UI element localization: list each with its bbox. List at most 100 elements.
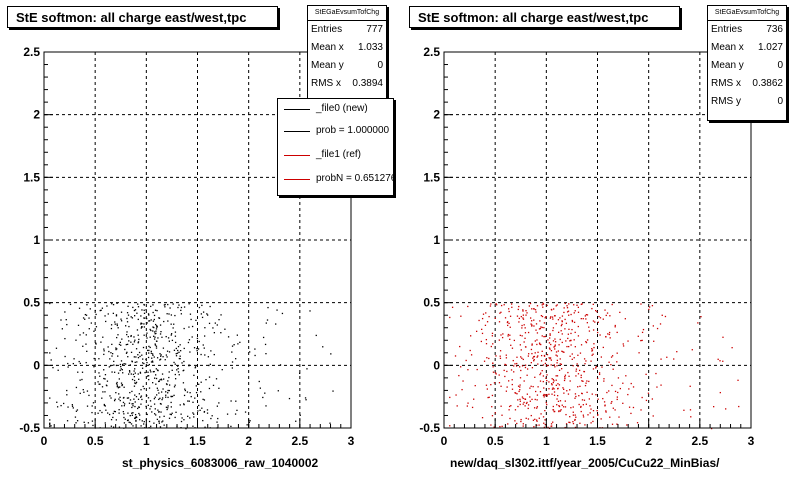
data-point (536, 424, 538, 426)
data-point (123, 422, 126, 424)
data-point (155, 347, 158, 349)
data-point (151, 360, 154, 362)
data-point (262, 336, 265, 339)
data-point (174, 384, 176, 386)
data-point (652, 415, 654, 417)
data-point (127, 373, 130, 375)
data-point (491, 406, 493, 408)
data-point (571, 358, 573, 360)
data-point (569, 355, 571, 357)
data-point (231, 345, 234, 347)
data-point (153, 422, 155, 424)
data-point (583, 358, 586, 360)
stats-row-mean-x: Mean x 1.033 (311, 42, 383, 53)
data-point (145, 358, 147, 361)
data-point (145, 365, 147, 368)
data-point (216, 405, 219, 407)
data-point (79, 392, 81, 395)
data-point (549, 334, 551, 336)
data-point (159, 359, 161, 361)
data-point (573, 321, 576, 324)
data-point (133, 385, 136, 387)
data-point (95, 343, 97, 345)
data-point (558, 405, 561, 408)
data-point (49, 424, 51, 426)
data-point (140, 403, 142, 405)
data-point (49, 397, 51, 399)
data-point (186, 391, 189, 393)
data-point (175, 353, 177, 355)
data-point (542, 380, 544, 383)
data-point (578, 403, 580, 406)
data-point (147, 356, 150, 359)
data-point (52, 366, 54, 369)
data-point (485, 384, 488, 386)
data-point (135, 420, 137, 422)
data-point (455, 394, 457, 396)
data-point (545, 377, 547, 379)
data-point (554, 348, 556, 350)
data-point (616, 361, 618, 363)
data-point (560, 368, 563, 370)
data-point (541, 350, 543, 352)
data-point (589, 412, 591, 414)
data-point (569, 421, 571, 424)
data-point (602, 397, 604, 400)
data-point (600, 356, 603, 358)
data-point (119, 363, 122, 366)
data-point (332, 390, 334, 392)
data-point (170, 406, 172, 408)
data-point (525, 346, 527, 348)
x-tick-label: 1.5 (189, 434, 206, 448)
data-point (481, 328, 483, 331)
data-point (529, 400, 531, 402)
data-point (153, 398, 156, 400)
data-point (588, 330, 591, 332)
data-point (609, 315, 611, 317)
data-point (495, 355, 497, 357)
data-point (137, 318, 139, 321)
data-point (597, 414, 599, 416)
data-point (594, 321, 596, 323)
data-point (118, 426, 121, 428)
data-point (544, 394, 547, 396)
data-point (580, 405, 582, 408)
data-point (518, 317, 520, 320)
data-point (572, 422, 575, 425)
data-point (114, 321, 116, 323)
data-point (498, 321, 501, 323)
data-point (519, 386, 521, 388)
data-point (574, 331, 576, 334)
data-point (538, 328, 541, 330)
data-point (571, 319, 573, 322)
data-point (218, 387, 220, 389)
data-point (154, 336, 156, 338)
y-tick-label: 0 (433, 358, 440, 372)
data-point (134, 394, 136, 396)
data-point (130, 423, 133, 425)
data-point (508, 380, 510, 382)
data-point (116, 336, 118, 339)
data-point (460, 366, 462, 368)
data-point (276, 309, 278, 311)
data-point (561, 333, 563, 335)
data-point (547, 364, 549, 367)
data-point (589, 405, 591, 407)
data-point (148, 387, 151, 389)
data-point (630, 382, 632, 385)
data-point (540, 343, 542, 346)
data-point (536, 305, 539, 307)
data-point (555, 375, 557, 377)
data-point (572, 406, 574, 408)
data-point (330, 353, 332, 355)
data-point (145, 309, 147, 311)
y-tick-label: -0.5 (19, 421, 40, 435)
data-point (683, 409, 685, 411)
data-point (574, 393, 577, 395)
data-point (529, 387, 531, 389)
data-point (143, 317, 145, 319)
data-point (508, 310, 510, 313)
y-tick-label: 2.5 (423, 45, 440, 59)
data-point (531, 352, 533, 355)
data-point (568, 328, 570, 330)
